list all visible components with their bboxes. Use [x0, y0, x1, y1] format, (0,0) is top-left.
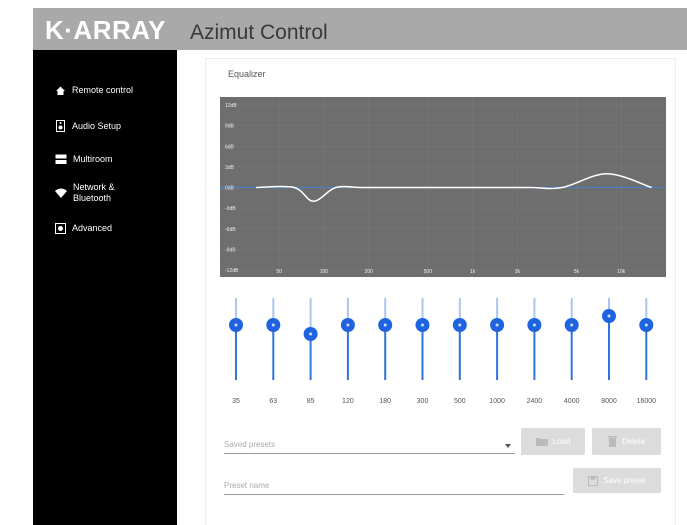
x-tick-label: 100: [320, 269, 329, 275]
band-label: 35: [232, 398, 240, 405]
icon: [588, 475, 599, 486]
y-tick-label: -6dB: [225, 227, 236, 233]
logo: K·ARRAY: [45, 15, 166, 45]
y-tick-label: -12dB: [225, 268, 239, 274]
knob-dot: [234, 323, 238, 327]
knob-dot: [309, 332, 313, 336]
y-tick-label: 9dB: [225, 124, 235, 130]
band-label: 120: [342, 398, 354, 405]
knob-dot: [421, 323, 424, 327]
icon: [55, 188, 67, 198]
input-placeholder: Preset name: [224, 481, 270, 490]
band-label: 180: [379, 398, 391, 405]
band-label: 1000: [489, 398, 505, 405]
nav-item[interactable]: Multiroom: [55, 154, 149, 165]
save-button[interactable]: Save preset: [573, 468, 661, 493]
band-label: 2400: [527, 398, 543, 405]
icon: [535, 438, 548, 446]
x-tick-label: 200: [364, 269, 373, 275]
icon: [55, 223, 66, 234]
y-tick-label: 12dB: [225, 103, 237, 109]
band-label: 63: [269, 398, 277, 405]
knob-dot: [271, 323, 275, 327]
y-tick-label: -3dB: [225, 206, 236, 212]
icon: [607, 436, 617, 447]
select-placeholder: Saved presets: [224, 440, 276, 449]
x-tick-label: 10k: [617, 269, 626, 275]
caret: [505, 444, 511, 448]
y-tick-label: -9dB: [225, 247, 236, 253]
nav-label: Network & Bluetooth: [73, 182, 115, 203]
knob-dot: [644, 323, 648, 327]
y-tick-label: 6dB: [225, 144, 235, 150]
icon: [56, 86, 65, 95]
nav-item[interactable]: Network & Bluetooth: [55, 182, 149, 204]
header: K·ARRAY Azimut Control: [33, 8, 687, 50]
band-label: 85: [307, 398, 315, 405]
icon: [55, 154, 67, 164]
knob-dot: [570, 323, 574, 327]
x-tick-label: 2k: [515, 269, 521, 275]
band-label: 500: [454, 398, 466, 405]
x-tick-label: 5k: [574, 269, 580, 275]
nav-item[interactable]: Advanced: [55, 223, 148, 234]
load-button[interactable]: Load: [521, 428, 585, 455]
delete-button[interactable]: Delete: [592, 428, 661, 455]
x-tick-label: 50: [276, 269, 282, 275]
knob-dot: [383, 323, 387, 327]
band-label: 4000: [564, 398, 580, 405]
icon: [56, 120, 65, 132]
app-title: Azimut Control: [190, 21, 328, 44]
y-tick-label: 0dB: [225, 186, 235, 192]
y-tick-label: 3dB: [225, 165, 235, 171]
button-label: Load: [552, 437, 571, 446]
knob-dot: [532, 323, 536, 327]
preset-select[interactable]: Saved presets: [224, 440, 515, 454]
content-panel: [205, 58, 676, 525]
nav-label: Advanced: [72, 223, 113, 233]
button-label: Delete: [621, 437, 646, 446]
equalizer: 12dB 9dB 6dB 3dB 0dB -3dB -6dB -9dB -12dB 50 100 20…: [220, 97, 666, 405]
eq-curve: [256, 172, 652, 203]
x-tick-label: 500: [424, 269, 433, 275]
nav-label: Multiroom: [73, 154, 113, 164]
nav-item[interactable]: Audio Setup: [55, 120, 148, 132]
knob-dot: [607, 314, 611, 318]
button-label: Save preset: [603, 476, 646, 485]
knob-dot: [458, 323, 462, 327]
band-label: 8000: [601, 398, 617, 405]
knob-dot: [495, 323, 499, 327]
nav-item[interactable]: Remote control: [55, 85, 148, 96]
section-title: Equalizer: [228, 69, 266, 79]
preset-name-input[interactable]: Preset name: [224, 481, 564, 495]
knob-dot: [346, 323, 350, 327]
nav-label: Remote control: [72, 85, 134, 95]
x-tick-label: 1k: [470, 269, 476, 275]
sidebar: Remote control Audio Setup Multiroom Net…: [33, 50, 177, 525]
nav-label: Audio Setup: [72, 120, 122, 131]
band-label: 300: [417, 398, 429, 405]
band-label: 16000: [637, 398, 657, 405]
